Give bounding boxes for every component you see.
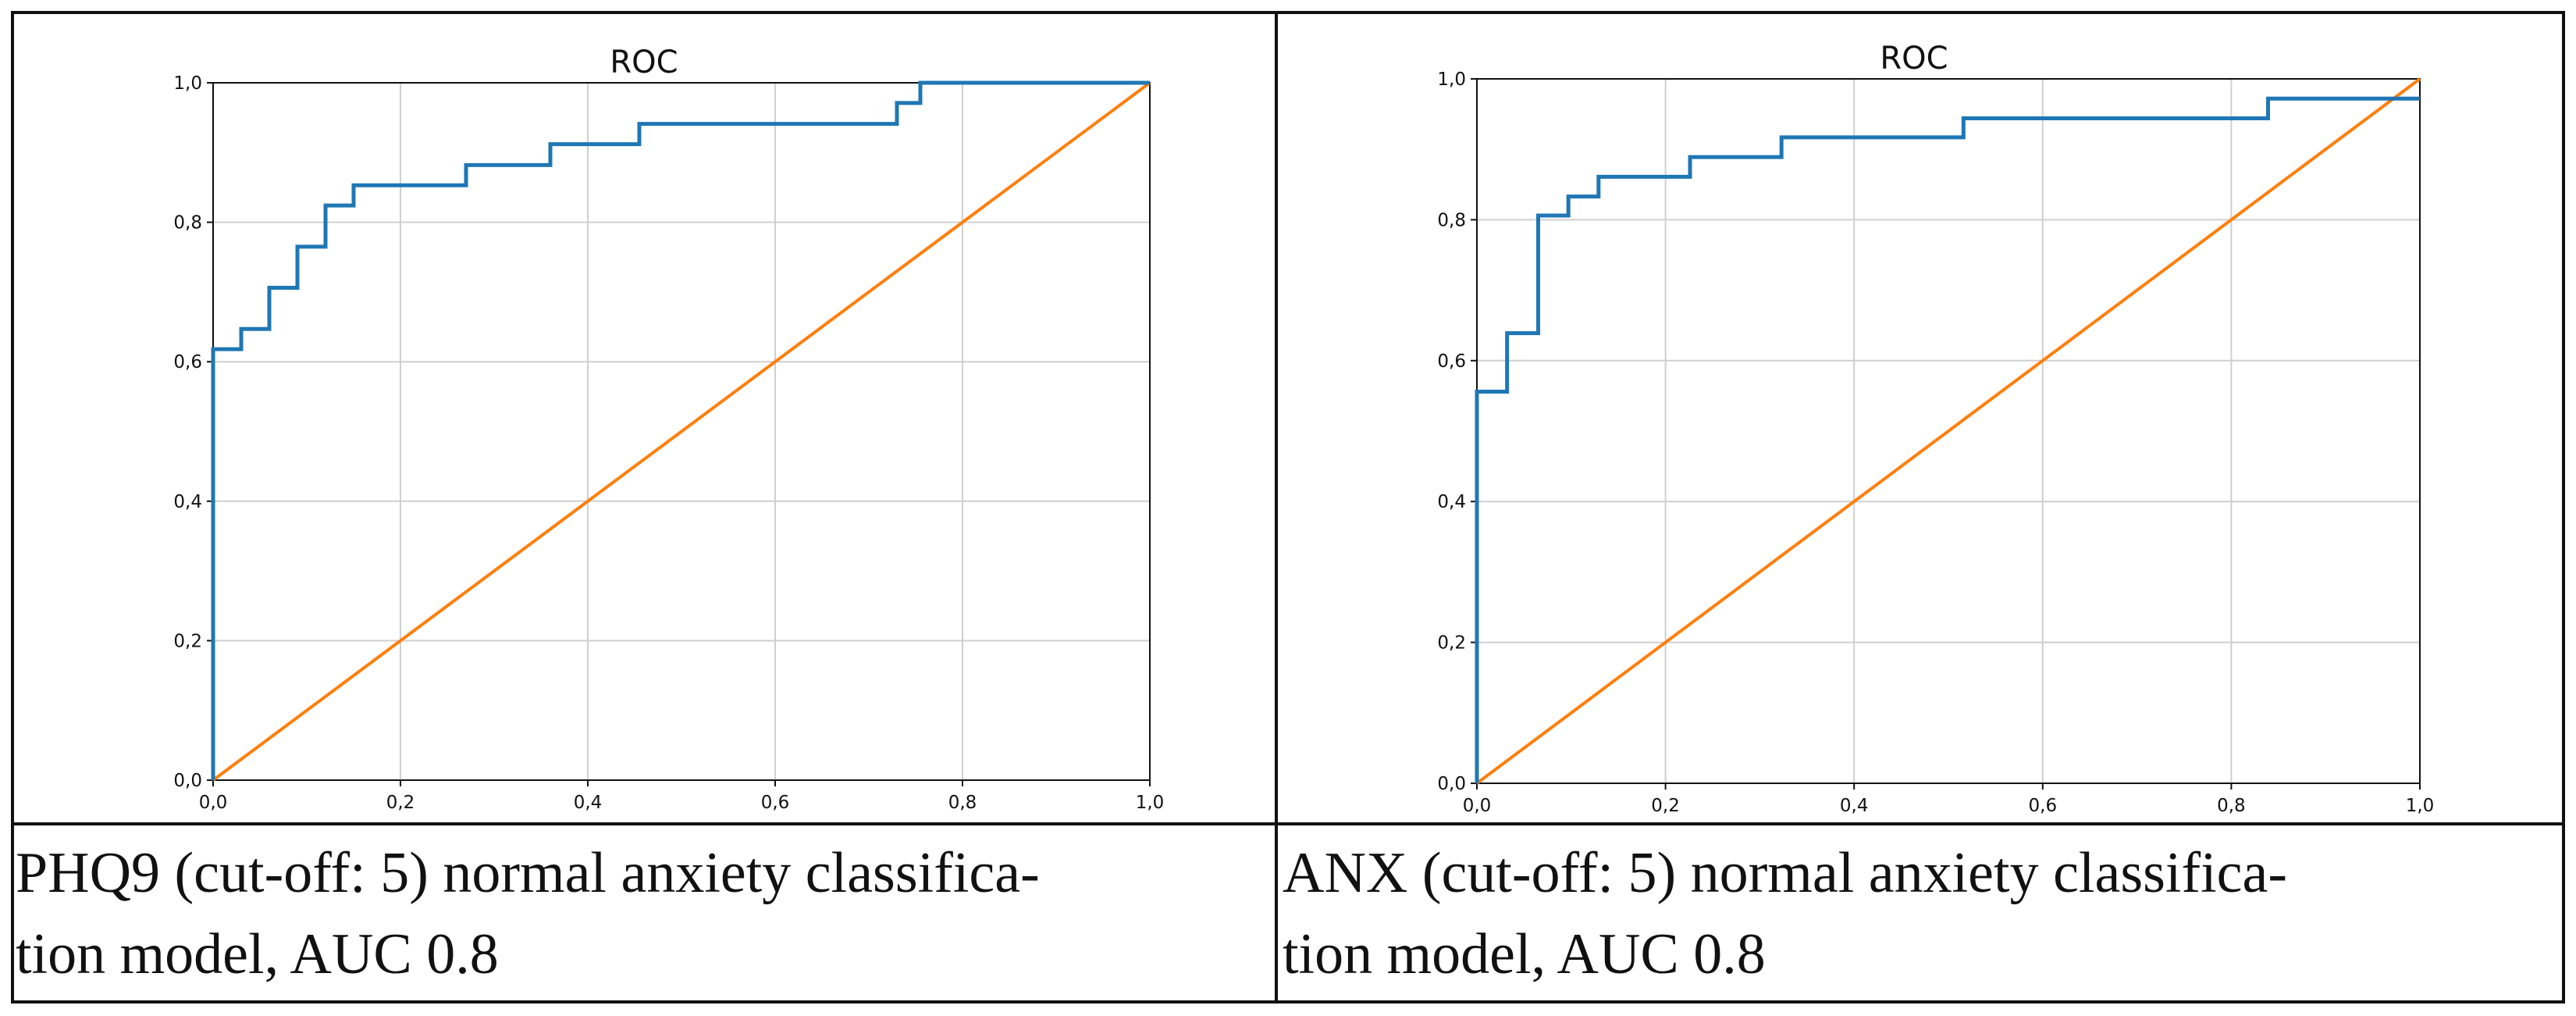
x-tick-label: 0,0 — [199, 793, 228, 813]
y-tick-label: 0,6 — [173, 352, 202, 373]
x-tick-label: 0,8 — [948, 793, 977, 813]
chance-diagonal-line — [1475, 77, 2421, 785]
y-tick-label: 0,0 — [173, 771, 202, 791]
caption-phq9: PHQ9 (cut-off: 5) normal anxiety classif… — [16, 832, 1272, 995]
caption-line: tion model, AUC 0.8 — [1283, 922, 1766, 986]
roc-curve-line — [1475, 96, 2420, 783]
y-tick-label: 1,0 — [173, 73, 202, 94]
row-divider — [11, 822, 2565, 825]
caption-anx: ANX (cut-off: 5) normal anxiety classifi… — [1283, 832, 2539, 995]
caption-line: PHQ9 (cut-off: 5) normal anxiety classif… — [16, 841, 1040, 905]
roc-chart-phq9: ROC 0,0 0,2 0,4 0,6 0,8 1,0 0,0 0,2 0,4 0,6 0,8 1,0 — [173, 45, 1165, 813]
y-tick-label: 0,2 — [1437, 633, 1466, 654]
x-tick-label: 0,4 — [1840, 796, 1869, 816]
x-tick-label: 1,0 — [2406, 796, 2435, 816]
x-tick-label: 0,2 — [386, 793, 415, 813]
x-tick-label: 0,8 — [2217, 796, 2246, 816]
chance-diagonal-line — [212, 81, 1151, 782]
x-tick-label: 1,0 — [1136, 793, 1165, 813]
y-tick-label: 0,6 — [1437, 351, 1466, 372]
roc-chart-anx: ROC 0,0 0,2 0,4 0,6 0,8 1,0 0,0 0,2 0,4 0,6 0,8 1,0 — [1437, 41, 2435, 816]
column-divider — [1275, 11, 1278, 1004]
chart-title: ROC — [1880, 41, 1948, 77]
y-tick-label: 0,0 — [1437, 774, 1466, 794]
x-tick-label: 0,0 — [1463, 796, 1492, 816]
y-tick-label: 0,4 — [173, 492, 202, 512]
roc-curve-line — [211, 80, 1150, 780]
figure-table-frame — [11, 11, 2565, 1004]
chart-title: ROC — [610, 45, 678, 80]
x-tick-label: 0,6 — [2029, 796, 2058, 816]
y-tick-label: 0,8 — [1437, 210, 1466, 230]
y-tick-label: 0,8 — [173, 213, 202, 234]
y-tick-label: 0,4 — [1437, 492, 1466, 512]
caption-line: ANX (cut-off: 5) normal anxiety classifi… — [1283, 841, 2288, 905]
x-tick-label: 0,6 — [761, 793, 790, 813]
x-tick-label: 0,4 — [574, 793, 603, 813]
y-tick-label: 1,0 — [1437, 70, 1466, 90]
y-tick-label: 0,2 — [173, 631, 202, 651]
caption-line: tion model, AUC 0.8 — [16, 922, 499, 986]
x-tick-label: 0,2 — [1651, 796, 1680, 816]
